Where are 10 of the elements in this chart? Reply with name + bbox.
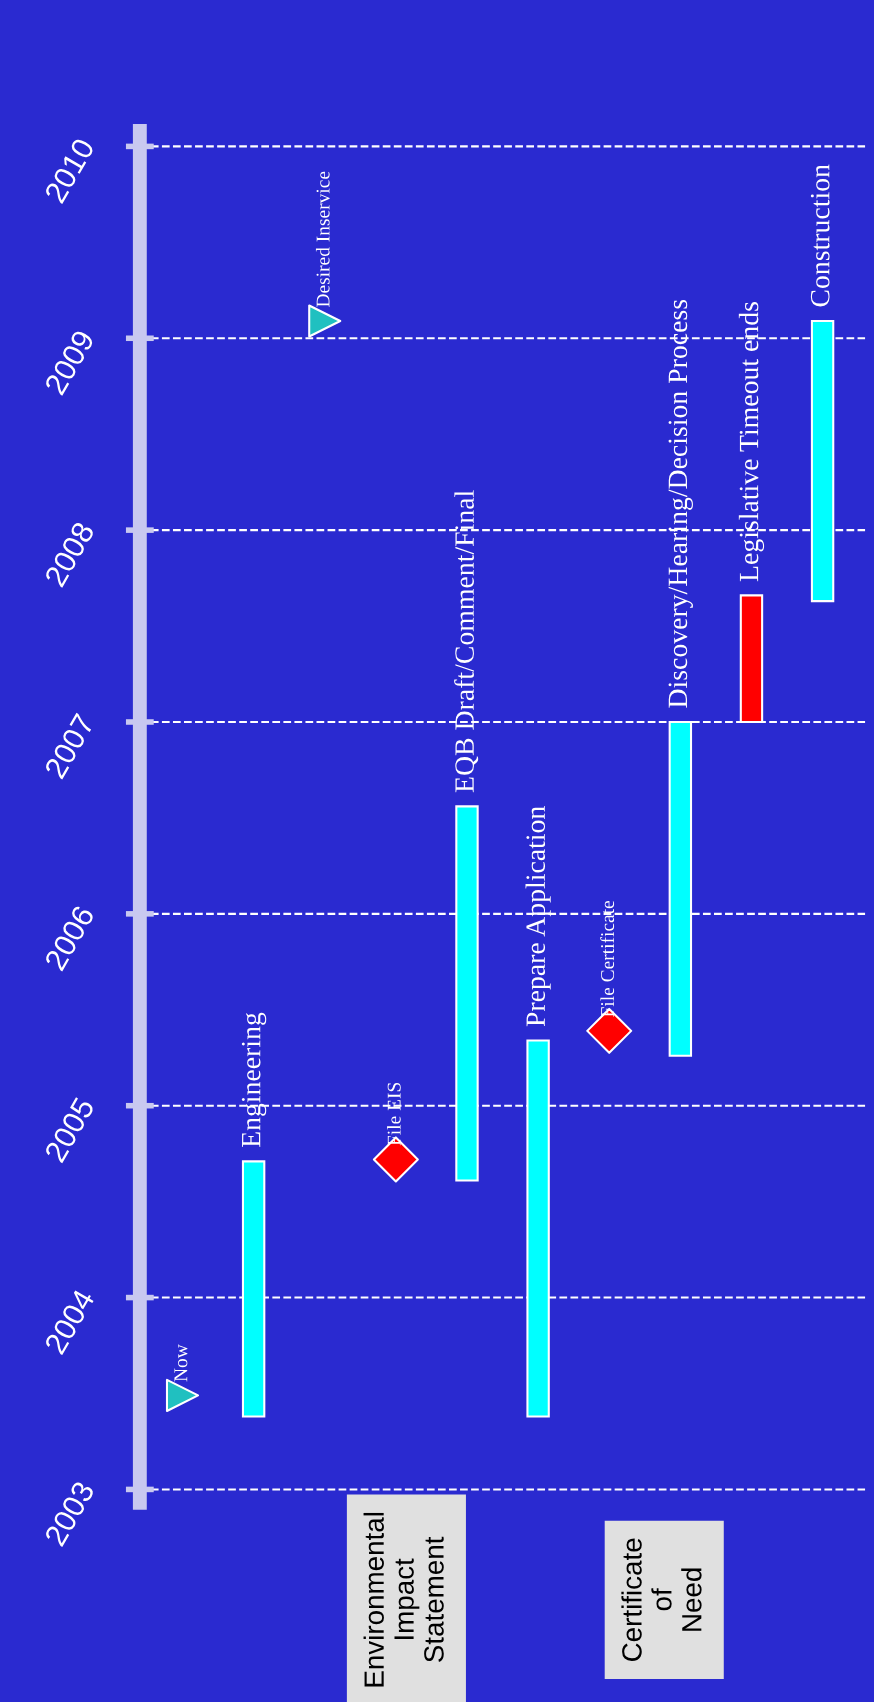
x-tick-label: Construction [810, 164, 830, 307]
x-tick-label: Legislative Timeout ends [738, 302, 765, 582]
x-tick-label: EQB Draft/Comment/Final [454, 490, 479, 793]
text: Certificate of Need [621, 1538, 702, 1661]
text: Environmental Impact Statement [363, 1512, 444, 1687]
x-tick-label: Now [174, 1344, 188, 1382]
x-tick-label: Discovery/Hearing/Decision Process [668, 299, 693, 708]
x-tick-label: Desired Inservice [315, 171, 330, 308]
x-tick-label: Engineering [241, 1012, 267, 1148]
x-tick-label: Prepare Application [525, 806, 551, 1027]
